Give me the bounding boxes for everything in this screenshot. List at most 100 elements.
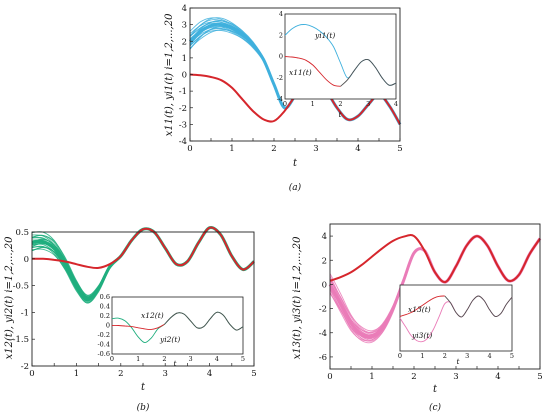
panel-a-xtick-label: 0 (187, 144, 192, 154)
panel-a-xtick-label: 3 (313, 144, 318, 154)
panel-c-inset-xtick-label: 5 (510, 352, 514, 360)
panel-c-inset-leader-line (399, 295, 445, 317)
panel-a-inset-ytick-label: -4 (277, 95, 283, 103)
panel-b-inset-xtick-label: 4 (215, 355, 219, 363)
panel-b-xtick-label: 4 (207, 369, 212, 379)
panel-a-inset-ticks: 0 1 2 3 4 4 2 0 -2 -4 (277, 10, 398, 108)
panel-b-inset-ytick-label: -0.4 (97, 341, 110, 349)
panel-a-inset-curves (284, 24, 397, 87)
panel-c-ylabel: x13(t), yi3(t) i=1,2,...,20 (292, 236, 303, 359)
panel-c-ytick-label: 4 (322, 232, 327, 242)
panel-a-xtick-label: 2 (271, 144, 276, 154)
panel-b-ytick-label: -1 (21, 308, 29, 318)
panel-c-caption: (c) (429, 402, 442, 413)
panel-c-ticks: 0 1 2 3 4 5 4 2 0 -2 -4 -6 (319, 232, 543, 382)
panel-a-inset: 0 1 2 3 4 4 2 0 -2 -4 t yi1(t) x11(t) (277, 10, 398, 119)
panel-a-ytick-label: 1 (182, 54, 187, 64)
panel-b-inset-leader-tail (164, 311, 244, 331)
panel-a-inset-ytick-label: 0 (279, 53, 283, 61)
panel-c-ytick-label: 2 (322, 256, 327, 266)
panel-b-ytick-label: -0.5 (13, 282, 29, 292)
panel-c-ytick-label: 0 (322, 280, 327, 290)
panel-b-inset-ytick-label: 0.4 (100, 303, 110, 311)
panel-c-inset-xlabel: t (456, 357, 460, 366)
panel-b-xtick-label: 2 (118, 369, 123, 379)
panel-b-inset-ytick-label: 0.6 (100, 293, 110, 301)
panel-b-leader-line (31, 226, 255, 271)
panel-c-inset-label-follower: yi3(t) (411, 331, 432, 340)
panel-c-xtick-label: 4 (495, 372, 500, 382)
panel-c: 0 1 2 3 4 5 4 2 0 -2 -4 -6 t x13(t), yi3(t) i=1,2,.… (292, 223, 543, 413)
panel-b-curves (31, 225, 255, 304)
panel-b-xlabel: t (141, 382, 146, 393)
panel-b-ticks: 0 1 2 3 4 5 0.5 0 -0.5 -1 -1.5 -2 (13, 228, 257, 379)
panel-b-ytick-label: -2 (21, 362, 29, 372)
panel-b-xtick-label: 3 (162, 369, 167, 379)
panel-a-ytick-label: -1 (179, 87, 187, 97)
panel-c-xtick-label: 0 (327, 372, 332, 382)
panel-c-inset-ticks: 0 1 2 3 4 5 (398, 352, 514, 360)
panel-b-inset-xtick-label: 5 (241, 355, 245, 363)
panel-a-inset-ytick-label: 2 (279, 31, 283, 39)
panel-a-ticks: 0 1 2 3 4 5 4 3 2 1 0 -1 -2 -3 -4 (179, 4, 403, 154)
panel-c-inset-xtick-label: 1 (420, 352, 424, 360)
panel-b: 0 1 2 3 4 5 0.5 0 -0.5 -1 -1.5 -2 t x12(t), yi2(t) … (4, 225, 257, 413)
panel-a-inset-ytick-label: -2 (277, 74, 283, 82)
panel-a-inset-xtick-label: 0 (283, 100, 287, 108)
panel-a-inset-xtick-label: 3 (366, 100, 370, 108)
panel-c-xtick-label: 1 (369, 372, 374, 382)
panel-a-xtick-label: 5 (397, 144, 402, 154)
panel-a-ytick-label: 0 (182, 71, 187, 81)
panel-b-ylabel: x12(t), yi2(t) i=1,2,...,20 (4, 236, 15, 359)
panel-b-inset-ytick-label: -0.2 (97, 331, 110, 339)
panel-a-xtick-label: 4 (355, 144, 360, 154)
panel-b-inset-curves (111, 311, 244, 344)
panel-a-inset-leader-tail (340, 58, 397, 87)
panel-b-ytick-label: -1.5 (13, 335, 29, 345)
panel-a-inset-leader-line (284, 56, 341, 87)
panel-b-inset-ticks: 0 1 2 3 4 50.60.40.20-0.2-0.4-0.6 (97, 293, 245, 363)
panel-b-inset-ytick-label: 0 (106, 322, 110, 330)
panel-a-ytick-label: 3 (182, 21, 187, 31)
panel-c-inset-xtick-label: 0 (398, 352, 402, 360)
panel-a-inset-xtick-label: 2 (338, 100, 342, 108)
panel-b-consensus-line (31, 225, 255, 301)
panel-a: 0 1 2 3 4 5 4 3 2 1 0 -1 -2 -3 -4 t x11(t), yi1(t) i=1… (164, 4, 403, 193)
panel-a-ytick-label: -2 (179, 104, 187, 114)
panel-c-xtick-label: 3 (453, 372, 458, 382)
panel-a-inset-xlabel: t (338, 110, 342, 119)
panel-c-xtick-label: 2 (411, 372, 416, 382)
panel-b-inset: 0 1 2 3 4 50.60.40.20-0.2-0.4-0.6 t x12(t) yi… (97, 293, 245, 368)
panel-b-inset-xtick-label: 2 (162, 355, 166, 363)
panel-a-inset-xtick-label: 4 (394, 100, 398, 108)
panel-c-inset-xtick-label: 3 (465, 352, 469, 360)
panel-b-inset-ytick-label: -0.6 (97, 350, 110, 358)
panel-b-inset-xtick-label: 3 (189, 355, 193, 363)
panel-c-inset-curves (399, 295, 513, 343)
panel-a-inset-label-leader: x11(t) (289, 68, 312, 77)
panel-a-inset-frame (284, 13, 397, 100)
panel-b-xtick-label: 0 (29, 369, 34, 379)
panel-c-inset-xtick-label: 2 (443, 352, 447, 360)
panel-a-xtick-label: 1 (229, 144, 234, 154)
panel-b-inset-ytick-label: 0.2 (100, 312, 110, 320)
panel-c-curves (328, 234, 542, 344)
panel-c-xtick-label: 5 (537, 372, 542, 382)
panel-c-leader-line (329, 234, 541, 284)
panel-a-caption: (a) (289, 182, 302, 193)
panel-b-xtick-label: 5 (251, 369, 256, 379)
panel-c-inset-frame (399, 284, 513, 352)
panel-a-ytick-label: 2 (182, 37, 187, 47)
panel-a-inset-ytick-label: 4 (279, 10, 283, 18)
panel-b-inset-xtick-label: 1 (136, 355, 140, 363)
panel-a-ytick-label: -4 (179, 137, 187, 147)
panel-b-ytick-label: 0.5 (15, 228, 29, 238)
panel-b-inset-xlabel: t (173, 359, 177, 368)
panel-c-ytick-label: -6 (319, 353, 327, 363)
panel-c-inset-xtick-label: 4 (488, 352, 492, 360)
panel-b-inset-label-follower: yi2(t) (159, 335, 180, 344)
panel-b-ytick-label: 0 (24, 255, 29, 265)
panel-c-inset-leader-tail (444, 295, 513, 318)
panel-b-inset-leader-line (111, 323, 165, 330)
